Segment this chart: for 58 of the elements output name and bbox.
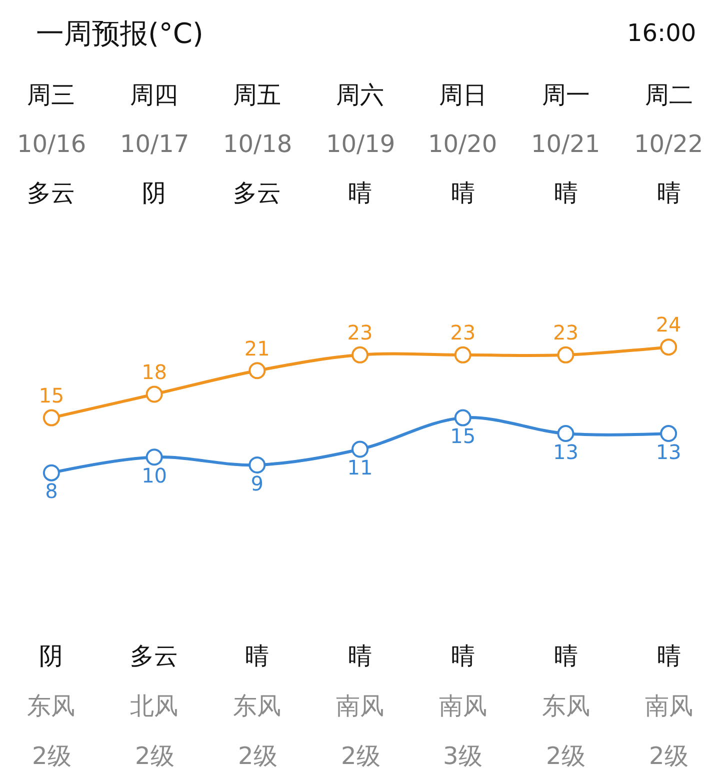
text: 2级	[238, 742, 278, 770]
point	[248, 362, 266, 380]
point	[454, 409, 472, 426]
text: 2级	[649, 742, 688, 770]
text: 晴	[348, 642, 372, 670]
text: 多云	[130, 642, 178, 670]
text: 北风	[130, 692, 178, 720]
chart-title: 一周预报(°C)	[36, 16, 204, 50]
point	[146, 448, 163, 466]
x-tick-label: 周日 10/20 晴	[428, 81, 498, 207]
data-label: 23	[450, 320, 476, 345]
text: 晴	[657, 642, 681, 670]
data-label: 11	[347, 456, 373, 480]
text: 晴	[451, 642, 475, 670]
text: 2级	[135, 742, 174, 770]
text: 2级	[546, 742, 586, 770]
text: 晴	[554, 642, 578, 670]
x-tick-label: 周六 10/19 晴	[326, 81, 396, 207]
text: 3级	[443, 742, 482, 770]
point	[42, 464, 60, 482]
data-label: 10	[142, 463, 168, 488]
point	[42, 409, 60, 426]
text: 南风	[336, 692, 384, 720]
data-label: 9	[250, 471, 264, 496]
point	[248, 456, 266, 474]
point	[146, 386, 163, 403]
data-label: 23	[552, 320, 578, 345]
point	[557, 425, 574, 442]
text: 东风	[542, 692, 590, 720]
data-label: 21	[244, 336, 270, 360]
text: 东风	[27, 692, 75, 720]
point	[557, 346, 574, 364]
text: 2级	[341, 742, 380, 770]
point	[660, 425, 678, 442]
point	[454, 346, 472, 364]
text: 东风	[233, 692, 281, 720]
x-tick-label: 周四 10/17 阴	[120, 81, 190, 207]
data-label: 23	[347, 320, 373, 345]
data-label: 18	[142, 360, 168, 384]
data-label: 13	[552, 440, 578, 464]
data-label: 8	[45, 479, 58, 504]
point	[660, 338, 678, 356]
x-tick-label: 周三 10/16 多云	[17, 81, 86, 207]
data-label: 24	[656, 312, 682, 337]
data-label: 15	[450, 424, 476, 448]
text: 南风	[645, 692, 693, 720]
point	[352, 346, 368, 364]
text: 南风	[439, 692, 487, 720]
text: 16:00	[627, 19, 696, 47]
data-label: 15	[38, 383, 64, 408]
point	[352, 440, 368, 458]
data-label: 13	[656, 440, 682, 464]
x-tick-label: 周一 10/21 晴	[531, 81, 600, 207]
x-tick-label: 周五 10/18 多云	[223, 81, 292, 207]
text: 晴	[245, 642, 269, 670]
text: 阴	[39, 642, 63, 670]
text: 2级	[32, 742, 72, 770]
x-tick-label: 周二 10/22 晴	[634, 81, 704, 207]
